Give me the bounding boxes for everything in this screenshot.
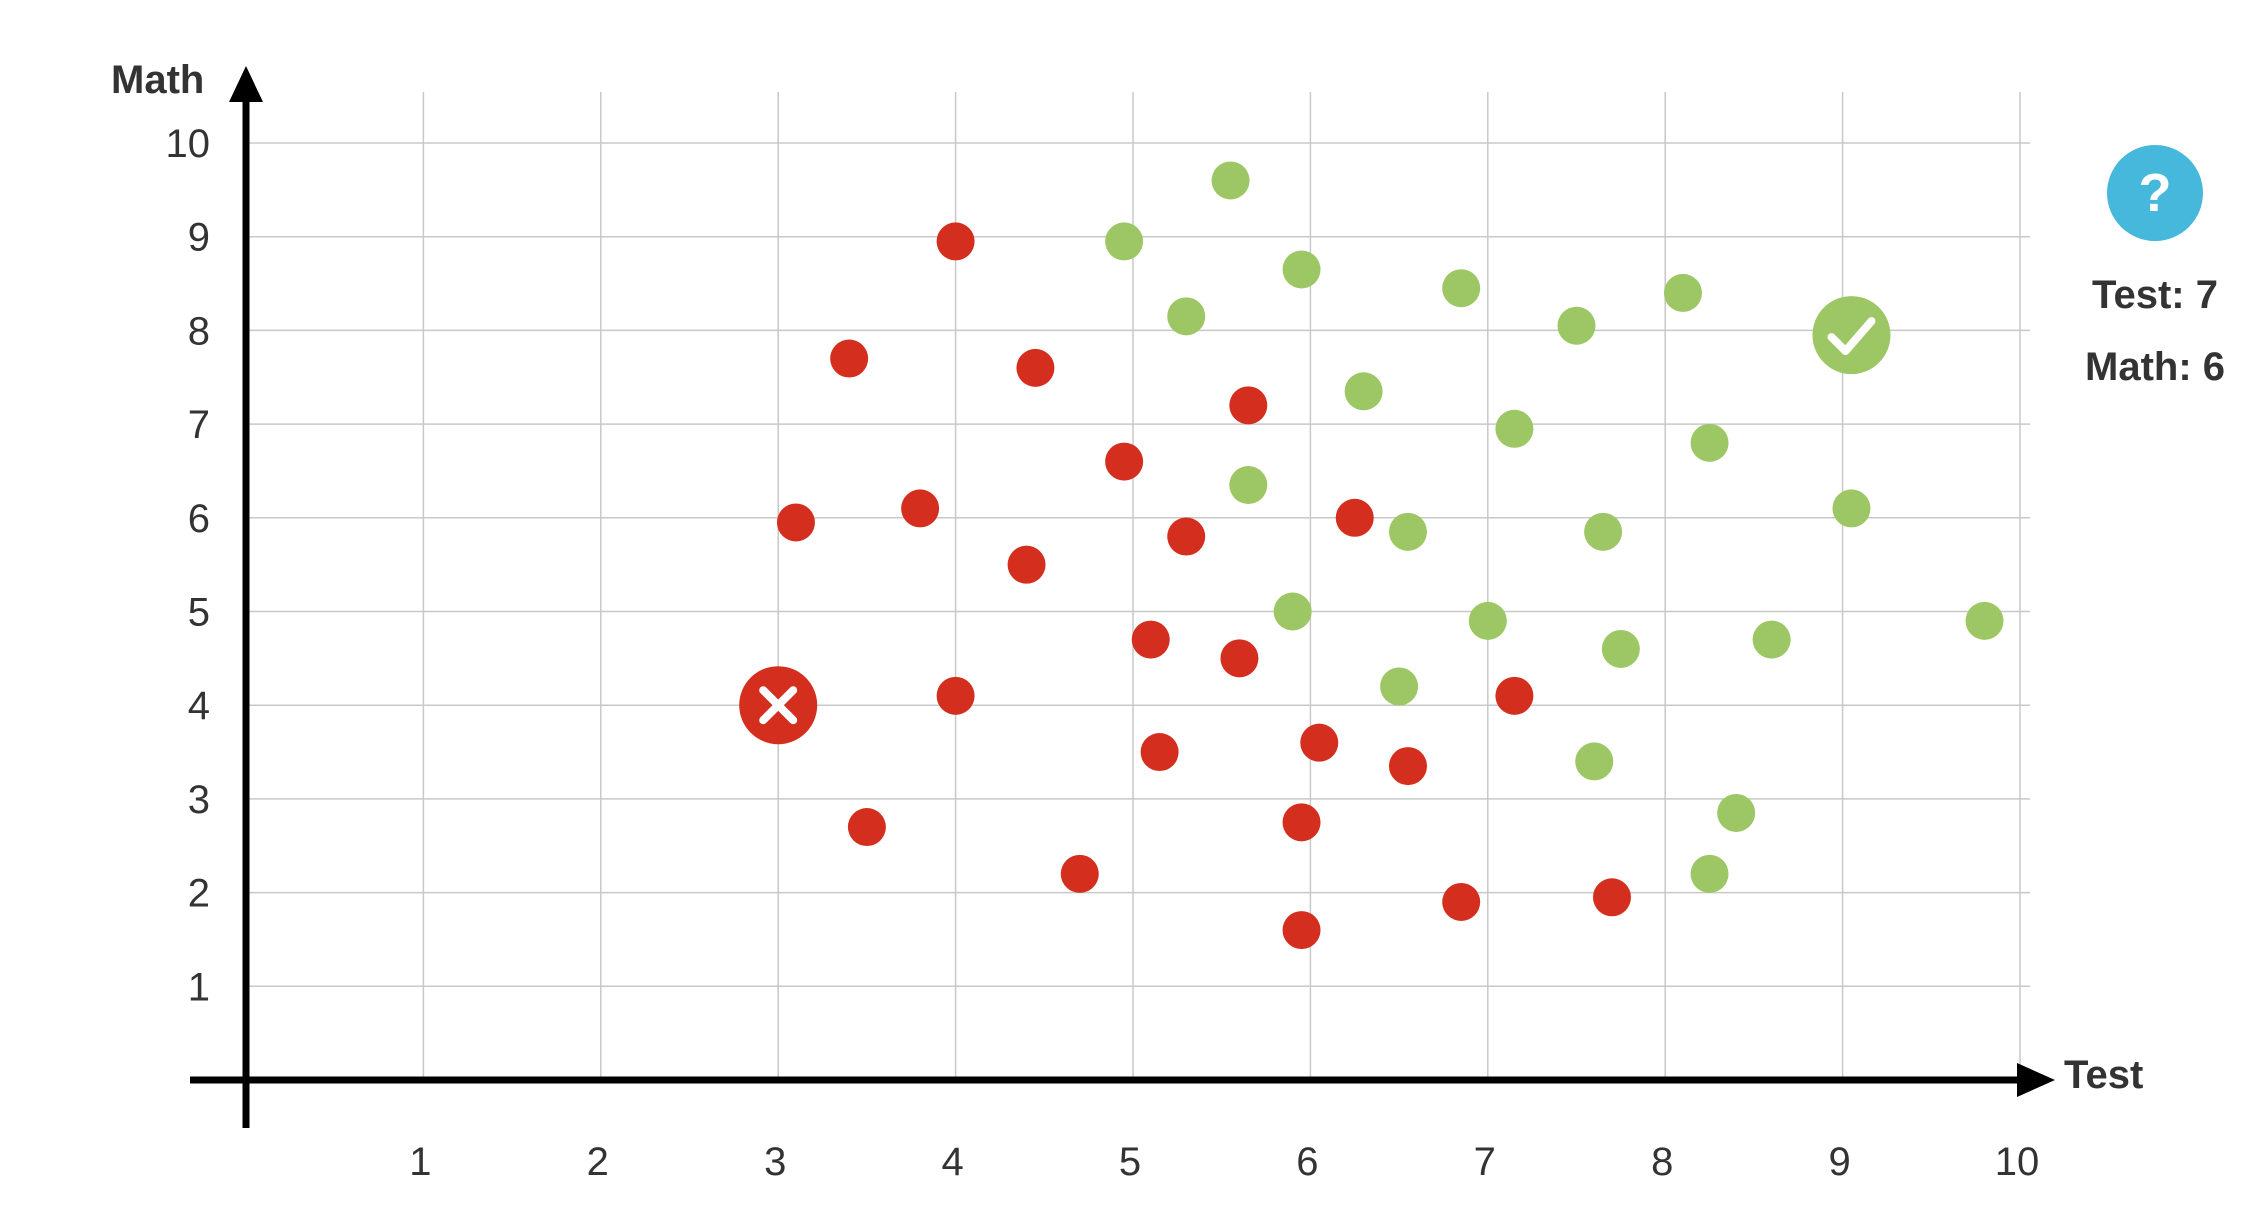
green-point-13 [1832, 489, 1871, 528]
green-point-14 [1273, 592, 1312, 631]
query-test-value: Test: 7 [2092, 273, 2218, 317]
green-point-2 [1282, 250, 1321, 289]
green-point-20 [1575, 742, 1614, 781]
y-tick-label-6: 6 [188, 497, 210, 541]
green-point-5 [1557, 306, 1596, 345]
y-tick-label-2: 2 [188, 872, 210, 916]
red-point-12 [936, 676, 975, 715]
red-point-18 [1060, 854, 1099, 893]
data-points [776, 161, 2004, 950]
green-point-8 [1495, 409, 1534, 448]
x-tick-label-2: 2 [587, 1140, 609, 1184]
red-point-16 [1388, 747, 1427, 786]
red-point-17 [847, 808, 886, 847]
green-point-1 [1105, 222, 1144, 261]
green-point-9 [1690, 423, 1729, 462]
x-tick-label-10: 10 [1995, 1140, 2040, 1184]
green-point-4 [1442, 269, 1481, 308]
red-point-19 [1282, 803, 1321, 842]
x-tick-label-5: 5 [1119, 1140, 1141, 1184]
green-point-15 [1468, 601, 1507, 640]
red-point-9 [1335, 498, 1374, 537]
red-point-21 [1442, 882, 1481, 921]
green-point-6 [1663, 273, 1702, 312]
x-tick-label-4: 4 [941, 1140, 963, 1184]
cross-marker [739, 666, 818, 745]
x-tick-label-8: 8 [1651, 1140, 1673, 1184]
x-tick-label-3: 3 [764, 1140, 786, 1184]
red-point-7 [1007, 545, 1046, 584]
x-tick-label-1: 1 [409, 1140, 431, 1184]
y-tick-label-1: 1 [188, 965, 210, 1009]
y-tick-label-9: 9 [188, 216, 210, 260]
axes [190, 66, 2055, 1128]
y-axis-arrow [229, 66, 263, 102]
red-point-10 [1131, 620, 1170, 659]
red-point-13 [1495, 676, 1534, 715]
highlight-markers [739, 296, 1891, 745]
x-axis-label: Test [2064, 1053, 2143, 1097]
red-point-20 [1282, 911, 1321, 950]
red-point-3 [1229, 386, 1268, 425]
y-tick-label-5: 5 [188, 591, 210, 635]
green-point-17 [1752, 620, 1791, 659]
green-point-10 [1229, 466, 1268, 505]
green-point-3 [1167, 297, 1206, 336]
check-icon [1827, 317, 1876, 356]
red-point-4 [1105, 442, 1144, 481]
x-tick-label-7: 7 [1474, 1140, 1496, 1184]
cross-icon [759, 686, 798, 725]
green-point-0 [1211, 161, 1250, 200]
red-point-5 [776, 503, 815, 542]
y-tick-label-8: 8 [188, 309, 210, 353]
red-point-22 [1592, 878, 1631, 917]
x-tick-label-6: 6 [1296, 1140, 1318, 1184]
red-point-2 [1016, 348, 1055, 387]
green-point-19 [1380, 667, 1419, 706]
y-tick-label-10: 10 [166, 122, 211, 166]
green-point-18 [1965, 601, 2004, 640]
red-point-11 [1220, 639, 1259, 678]
y-tick-label-3: 3 [188, 778, 210, 822]
check-marker-circle [1812, 296, 1891, 375]
green-point-7 [1344, 372, 1383, 411]
green-point-21 [1717, 793, 1756, 832]
y-axis-label: Math [111, 58, 204, 102]
green-point-11 [1388, 512, 1427, 551]
red-point-1 [830, 339, 869, 378]
red-point-6 [901, 489, 940, 528]
red-point-0 [936, 222, 975, 261]
red-point-14 [1140, 733, 1179, 772]
y-tick-label-7: 7 [188, 403, 210, 447]
green-point-16 [1601, 629, 1640, 668]
green-point-12 [1584, 512, 1623, 551]
check-marker [1812, 296, 1891, 375]
x-tick-label-9: 9 [1828, 1140, 1850, 1184]
red-point-8 [1167, 517, 1206, 556]
red-point-15 [1300, 723, 1339, 762]
y-tick-labels: 1 2 3 4 5 6 7 8 9 10 [166, 122, 211, 1009]
x-tick-labels: 1 2 3 4 5 6 7 8 9 10 [409, 1140, 2039, 1184]
query-panel: ? Test: 7 Math: 6 [2050, 145, 2260, 403]
question-icon: ? [2107, 145, 2203, 241]
query-math-value: Math: 6 [2085, 345, 2225, 389]
green-point-22 [1690, 854, 1729, 893]
x-axis-arrow [2017, 1063, 2055, 1097]
y-tick-label-4: 4 [188, 684, 210, 728]
